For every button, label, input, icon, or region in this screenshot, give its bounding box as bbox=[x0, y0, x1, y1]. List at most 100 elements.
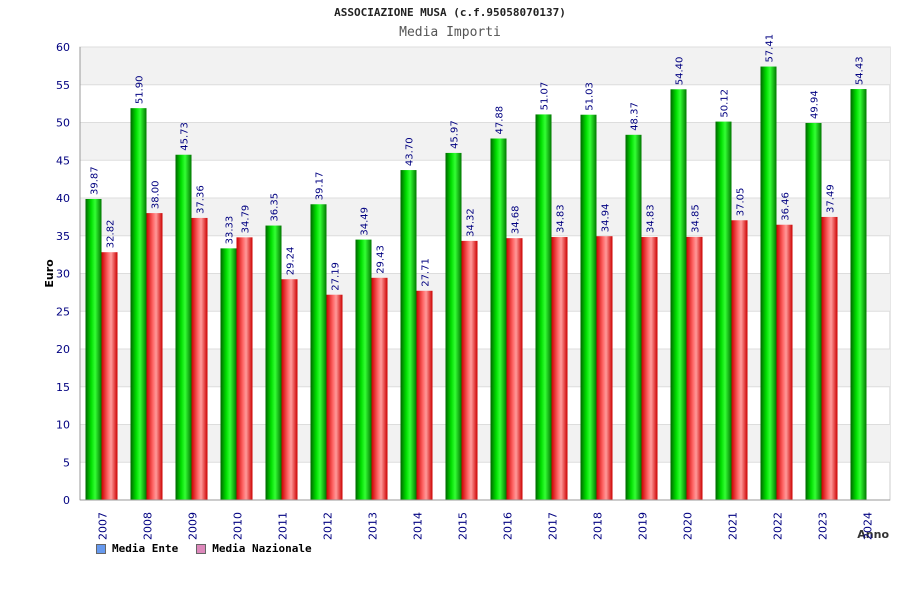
bar-media-ente bbox=[130, 108, 147, 500]
bar-media-ente bbox=[760, 66, 777, 500]
bar-media-nazionale bbox=[506, 238, 523, 500]
data-label: 37.05 bbox=[736, 188, 747, 217]
bar-media-nazionale bbox=[551, 237, 568, 500]
bar-media-nazionale bbox=[641, 237, 658, 500]
data-label: 47.88 bbox=[495, 106, 506, 135]
bar-media-ente bbox=[490, 138, 507, 501]
data-label: 33.33 bbox=[225, 216, 236, 245]
x-tick-label: 2010 bbox=[232, 512, 245, 540]
data-label: 49.94 bbox=[810, 90, 821, 119]
bar-media-ente bbox=[625, 134, 642, 500]
bar-media-nazionale bbox=[236, 237, 253, 500]
grid-band bbox=[80, 198, 890, 236]
data-label: 54.43 bbox=[855, 56, 866, 85]
x-tick-label: 2013 bbox=[367, 512, 380, 540]
x-tick-label: 2015 bbox=[457, 512, 470, 540]
data-label: 38.00 bbox=[151, 180, 162, 209]
data-label: 48.37 bbox=[630, 102, 641, 131]
legend-swatch-media-nazionale bbox=[196, 543, 207, 554]
bar-media-nazionale bbox=[821, 216, 838, 500]
data-label: 39.17 bbox=[315, 172, 326, 201]
data-label: 27.71 bbox=[421, 258, 432, 287]
bar-media-ente bbox=[670, 89, 687, 500]
bar-media-nazionale bbox=[146, 213, 163, 500]
data-label: 51.90 bbox=[135, 76, 146, 105]
y-tick-label: 50 bbox=[56, 117, 70, 130]
y-tick-label: 35 bbox=[56, 230, 70, 243]
data-label: 34.49 bbox=[360, 207, 371, 236]
data-label: 34.83 bbox=[556, 204, 567, 233]
y-tick-label: 55 bbox=[56, 79, 70, 92]
x-tick-label: 2021 bbox=[727, 512, 740, 540]
data-label: 29.43 bbox=[376, 245, 387, 274]
x-axis-label: Anno bbox=[857, 528, 889, 541]
bar-media-nazionale bbox=[776, 224, 793, 501]
y-tick-label: 10 bbox=[56, 419, 70, 432]
data-label: 45.97 bbox=[450, 120, 461, 149]
bar-media-ente bbox=[220, 248, 237, 500]
x-tick-label: 2022 bbox=[772, 512, 785, 540]
data-label: 32.82 bbox=[106, 220, 117, 249]
y-axis-label: Euro bbox=[43, 259, 56, 288]
y-tick-label: 60 bbox=[56, 41, 70, 54]
x-tick-label: 2012 bbox=[322, 512, 335, 540]
data-label: 27.19 bbox=[331, 262, 342, 291]
data-label: 51.03 bbox=[585, 82, 596, 111]
legend-item-media-ente: Media Ente bbox=[96, 542, 178, 555]
y-tick-label: 45 bbox=[56, 154, 70, 167]
bar-media-ente bbox=[85, 198, 102, 500]
y-tick-label: 15 bbox=[56, 381, 70, 394]
legend-swatch-media-ente bbox=[96, 543, 106, 554]
bar-media-nazionale bbox=[731, 220, 748, 500]
y-tick-label: 40 bbox=[56, 192, 70, 205]
bar-media-ente bbox=[265, 225, 282, 500]
bar-media-nazionale bbox=[371, 277, 388, 500]
data-label: 36.35 bbox=[270, 193, 281, 222]
data-label: 37.36 bbox=[196, 185, 207, 214]
bar-media-ente bbox=[715, 121, 732, 501]
bar-media-ente bbox=[850, 89, 867, 500]
data-label: 34.85 bbox=[691, 204, 702, 233]
data-label: 51.07 bbox=[540, 82, 551, 111]
bar-media-nazionale bbox=[596, 236, 613, 500]
grid-band bbox=[80, 47, 890, 85]
y-tick-label: 5 bbox=[63, 456, 70, 469]
legend-item-media-nazionale: Media Nazionale bbox=[196, 542, 312, 555]
bar-media-nazionale bbox=[416, 290, 433, 500]
data-label: 29.24 bbox=[286, 247, 297, 276]
bar-media-nazionale bbox=[461, 240, 478, 500]
bar-media-nazionale bbox=[191, 217, 208, 500]
bar-media-ente bbox=[445, 152, 462, 500]
y-tick-label: 30 bbox=[56, 268, 70, 281]
data-label: 37.49 bbox=[826, 184, 837, 213]
x-tick-label: 2008 bbox=[142, 512, 155, 540]
chart-title: ASSOCIAZIONE MUSA (c.f.95058070137) bbox=[334, 6, 566, 19]
data-label: 34.79 bbox=[241, 205, 252, 234]
x-tick-label: 2014 bbox=[412, 512, 425, 540]
data-label: 34.68 bbox=[511, 206, 522, 235]
data-label: 43.70 bbox=[405, 137, 416, 166]
x-tick-label: 2007 bbox=[97, 512, 110, 540]
bar-media-nazionale bbox=[281, 279, 298, 500]
x-tick-label: 2017 bbox=[547, 512, 560, 540]
x-tick-label: 2011 bbox=[277, 512, 290, 540]
data-label: 54.40 bbox=[675, 57, 686, 86]
y-tick-label: 0 bbox=[63, 494, 70, 507]
legend-label-media-nazionale: Media Nazionale bbox=[212, 542, 312, 555]
bar-media-ente bbox=[400, 170, 417, 500]
x-tick-label: 2016 bbox=[502, 512, 515, 540]
bar-media-ente bbox=[175, 154, 192, 500]
data-label: 39.87 bbox=[90, 166, 101, 195]
bar-media-nazionale bbox=[326, 294, 343, 500]
data-label: 57.41 bbox=[765, 34, 776, 63]
x-tick-label: 2019 bbox=[637, 512, 650, 540]
x-tick-label: 2023 bbox=[817, 512, 830, 540]
bar-media-nazionale bbox=[686, 236, 703, 500]
data-label: 34.83 bbox=[646, 204, 657, 233]
data-label: 45.73 bbox=[180, 122, 191, 151]
bar-media-ente bbox=[535, 114, 552, 500]
x-tick-label: 2009 bbox=[187, 512, 200, 540]
y-tick-label: 20 bbox=[56, 343, 70, 356]
